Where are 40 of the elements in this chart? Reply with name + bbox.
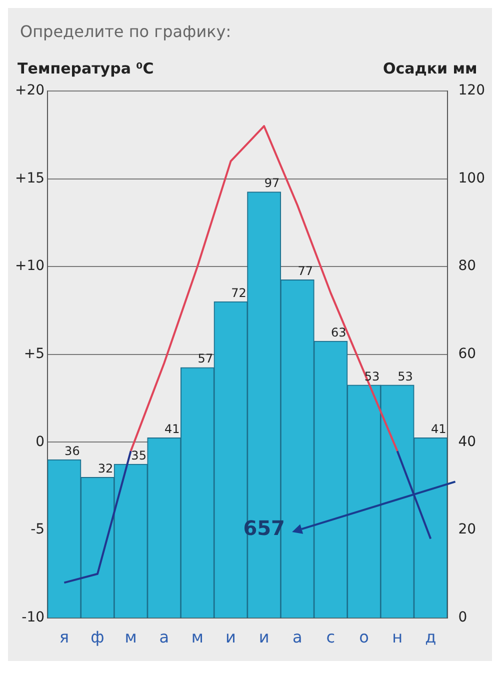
x-tick-label: н — [392, 628, 403, 647]
y2-tick-label: 100 — [458, 170, 486, 186]
x-tick-label: м — [191, 628, 204, 647]
y2-tick-label: 120 — [458, 82, 486, 99]
data-label: 41 — [164, 422, 180, 436]
x-tick-label: с — [326, 628, 336, 647]
y2-tick-label: 0 — [458, 609, 468, 626]
x-tick-label: и — [226, 628, 236, 647]
data-label: 36 — [64, 444, 80, 458]
data-label: 72 — [231, 286, 246, 300]
data-label: 57 — [198, 352, 214, 366]
data-label: 97 — [264, 176, 280, 190]
x-tick-label: о — [359, 628, 369, 647]
y2-tick-label: 20 — [458, 522, 476, 538]
text: Определите по графику: — [20, 22, 232, 41]
y-tick-label: -10 — [22, 609, 45, 626]
data-label: 77 — [298, 264, 314, 278]
data-label: 63 — [331, 325, 346, 340]
y-tick-label: +5 — [24, 346, 45, 362]
y-tick-label: -5 — [30, 522, 45, 538]
data-label: 53 — [398, 369, 413, 384]
y2-tick-label: 80 — [458, 258, 476, 274]
y2-tick-label: 40 — [458, 434, 476, 450]
x-tick-label: я — [59, 628, 70, 647]
y-tick-label: +20 — [15, 82, 45, 99]
x-tick-label: ф — [90, 628, 104, 647]
y-tick-label: +10 — [15, 258, 45, 274]
x-tick-label: д — [425, 628, 436, 647]
y-tick-label: 0 — [36, 434, 45, 450]
y2-axis-title: Осадки мм — [382, 59, 478, 78]
x-tick-label: а — [292, 628, 302, 647]
y2-tick-label: 60 — [458, 346, 476, 362]
y-tick-label: +15 — [15, 170, 45, 186]
y-axis-title: Температура ⁰C — [18, 59, 154, 78]
x-tick-label: и — [258, 628, 270, 647]
data-label: 35 — [131, 448, 146, 462]
data-label: 41 — [430, 422, 446, 436]
x-tick-label: м — [124, 628, 137, 647]
x-tick-label: а — [159, 628, 170, 647]
data-label: 32 — [98, 461, 114, 476]
